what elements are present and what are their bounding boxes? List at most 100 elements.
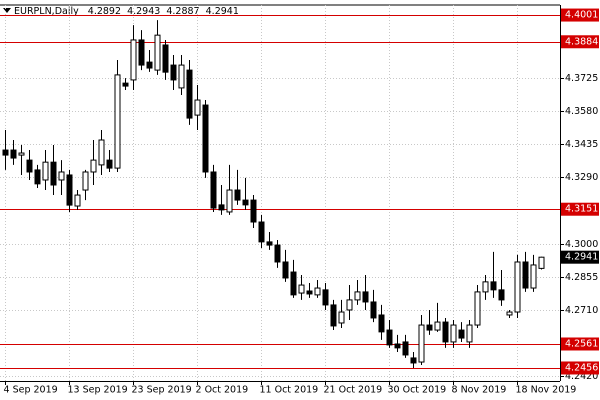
x-tick-label: 23 Sep 2019 bbox=[132, 385, 192, 396]
candle-body bbox=[146, 61, 153, 69]
candle-body bbox=[402, 341, 409, 356]
y-tick-label: 4.3725 bbox=[565, 73, 598, 84]
y-tick-label: 4.2420 bbox=[565, 371, 598, 382]
level-label-box bbox=[561, 8, 599, 22]
candle-body bbox=[514, 261, 521, 313]
y-tick-label: 4.3435 bbox=[565, 139, 598, 150]
candle-body bbox=[274, 244, 281, 263]
candle-body bbox=[18, 152, 25, 156]
candle-body bbox=[426, 324, 433, 331]
candle-body bbox=[234, 189, 241, 201]
candle-body bbox=[290, 271, 297, 296]
y-tick-label: 4.3000 bbox=[565, 239, 598, 250]
y-tick-label: 4.3580 bbox=[565, 106, 598, 117]
candle-body bbox=[98, 139, 105, 166]
candle-body bbox=[506, 311, 513, 316]
candle-body bbox=[42, 161, 49, 181]
candle-body bbox=[346, 299, 353, 311]
candle-body bbox=[26, 159, 33, 173]
candle-body bbox=[58, 171, 65, 181]
candle-body bbox=[442, 321, 449, 343]
level-label: 4.3884 bbox=[565, 36, 598, 47]
candle-body bbox=[218, 204, 225, 211]
candle-body bbox=[258, 221, 265, 243]
chart-header: EURPLN,Daily 4.2892 4.2943 4.2887 4.2941 bbox=[14, 6, 239, 17]
candle-body bbox=[162, 44, 169, 73]
level-label: 4.2456 bbox=[565, 362, 598, 373]
candle-body bbox=[354, 291, 361, 301]
candle-body bbox=[490, 281, 497, 291]
x-tick-label: 4 Sep 2019 bbox=[4, 385, 58, 396]
y-tick-label: 4.3290 bbox=[565, 172, 598, 183]
candle-body bbox=[202, 104, 209, 173]
candle-body bbox=[178, 64, 185, 89]
candle-body bbox=[106, 159, 113, 169]
x-tick-label: 21 Oct 2019 bbox=[324, 385, 383, 396]
level-label: 4.4001 bbox=[565, 10, 598, 21]
candle-body bbox=[538, 256, 545, 269]
candle-body bbox=[242, 199, 249, 206]
x-tick-label: 11 Oct 2019 bbox=[260, 385, 319, 396]
candle-body bbox=[170, 64, 177, 81]
last-price-box bbox=[561, 250, 599, 264]
level-label-box bbox=[561, 35, 599, 49]
candle-body bbox=[74, 194, 81, 207]
candle-body bbox=[386, 329, 393, 346]
candle-body bbox=[250, 199, 257, 223]
candle-body bbox=[370, 301, 377, 319]
candle-body bbox=[338, 311, 345, 324]
candle-body bbox=[530, 264, 537, 289]
candle-body bbox=[114, 74, 121, 169]
candle-body bbox=[194, 99, 201, 116]
chart-title: EURPLN,Daily bbox=[14, 6, 79, 17]
candle-body bbox=[82, 171, 89, 191]
level-label-box bbox=[561, 202, 599, 216]
candle-body bbox=[298, 284, 305, 294]
header-high: 4.2943 bbox=[127, 6, 160, 17]
candle-body bbox=[226, 189, 233, 213]
candle-body bbox=[210, 171, 217, 209]
candle-body bbox=[34, 169, 41, 185]
candle-body bbox=[466, 324, 473, 343]
candle-body bbox=[90, 159, 97, 173]
candle-body bbox=[322, 289, 329, 306]
y-tick-label: 4.2710 bbox=[565, 305, 598, 316]
candle-body bbox=[394, 343, 401, 349]
y-tick-label: 4.2855 bbox=[565, 272, 598, 283]
level-label: 4.3151 bbox=[565, 204, 598, 215]
x-tick-label: 2 Oct 2019 bbox=[196, 385, 249, 396]
candle-body bbox=[418, 324, 425, 363]
candle-body bbox=[2, 149, 9, 156]
candle-body bbox=[122, 82, 129, 87]
candle-body bbox=[154, 34, 161, 71]
candle-body bbox=[362, 291, 369, 303]
candle-body bbox=[450, 324, 457, 343]
candle-body bbox=[314, 287, 321, 296]
level-label-box bbox=[561, 337, 599, 351]
header-open: 4.2892 bbox=[88, 6, 121, 17]
candle-body bbox=[482, 281, 489, 293]
candle-body bbox=[50, 161, 57, 186]
x-tick-label: 18 Nov 2019 bbox=[516, 385, 577, 396]
candle-body bbox=[130, 39, 137, 81]
candle-body bbox=[330, 304, 337, 327]
x-tick-label: 30 Oct 2019 bbox=[388, 385, 447, 396]
candle-body bbox=[266, 241, 273, 246]
candle-body bbox=[458, 329, 465, 339]
candle-body bbox=[306, 290, 313, 295]
x-tick-label: 8 Nov 2019 bbox=[452, 385, 507, 396]
candle-body bbox=[522, 261, 529, 289]
candle-body bbox=[138, 39, 145, 66]
last-price-label: 4.2941 bbox=[565, 252, 598, 263]
level-label-box bbox=[561, 361, 599, 375]
candle-body bbox=[10, 149, 17, 159]
candle-body bbox=[498, 289, 505, 301]
candle-body bbox=[378, 314, 385, 333]
candle-body bbox=[410, 357, 417, 364]
level-label: 4.2561 bbox=[565, 338, 598, 349]
candle-body bbox=[66, 174, 73, 206]
x-tick-label: 13 Sep 2019 bbox=[68, 385, 128, 396]
